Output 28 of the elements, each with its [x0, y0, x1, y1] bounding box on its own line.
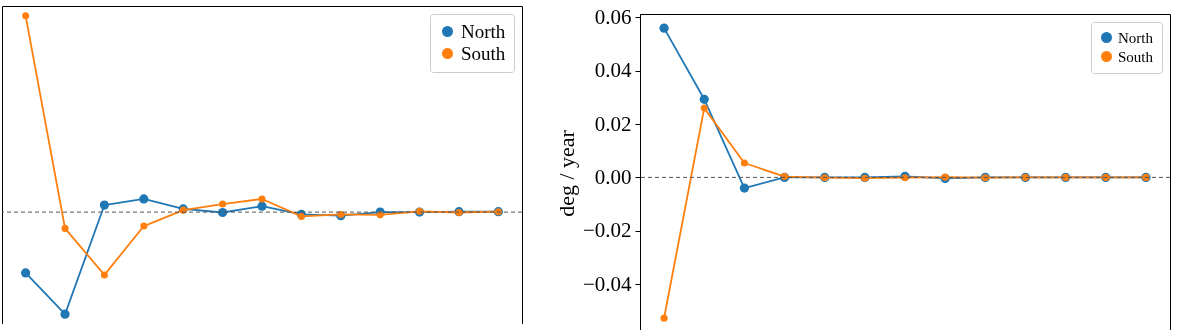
legend-label: North: [461, 20, 506, 42]
y-tick-label: −0.04: [582, 271, 632, 296]
point: [659, 23, 669, 33]
point: [258, 195, 266, 203]
point: [140, 222, 148, 230]
point: [22, 12, 30, 20]
point: [257, 201, 267, 211]
point: [100, 271, 108, 279]
y-tick-label: 0.04: [594, 58, 632, 83]
point: [700, 104, 708, 112]
point: [740, 159, 748, 167]
legend-label: North: [1118, 29, 1154, 46]
point: [61, 224, 69, 232]
point: [219, 200, 227, 208]
point: [139, 194, 149, 204]
point: [660, 314, 668, 322]
y-tick-label: 0.00: [594, 164, 632, 189]
y-tick-label: 0.02: [594, 111, 632, 136]
legend-label: South: [1118, 48, 1154, 65]
point: [99, 200, 110, 210]
point: [21, 268, 31, 278]
point: [739, 183, 749, 193]
point: [60, 309, 70, 319]
y-tick-label: 0.06: [594, 4, 632, 29]
y-tick-label: −0.02: [582, 218, 632, 243]
point: [699, 94, 709, 104]
legend-label: South: [461, 42, 506, 64]
y-axis-title: deg / year: [553, 129, 579, 217]
